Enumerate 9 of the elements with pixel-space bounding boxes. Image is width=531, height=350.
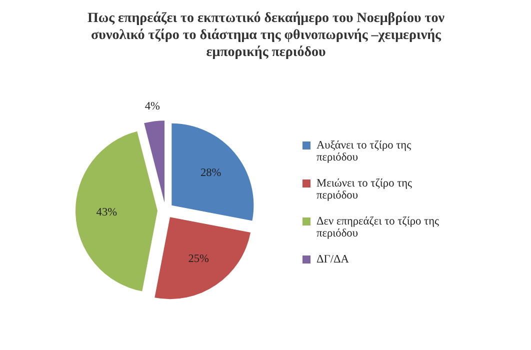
legend-label: Μειώνει το τζίρο της περιόδου — [316, 178, 413, 202]
legend-label: ΔΓ/ΔΑ — [316, 254, 350, 266]
data-label: 4% — [144, 100, 160, 113]
legend-label: Δεν επηρεάζει το τζίρο της περιόδου — [316, 216, 440, 240]
data-label: 43% — [96, 206, 118, 218]
chart-title: Πως επηρεάζει το εκπτωτικό δεκαήμερο του Νοεμβρίου τον συνολικό τζίρο το διάστημα της φθινοπωρινής –χειμερινής εμπορικής περιόδου — [88, 11, 446, 60]
data-label: 28% — [200, 166, 222, 179]
data-label: 25% — [188, 253, 210, 266]
legend-label: Αυξάνει το τζίρο της περιόδου — [316, 140, 412, 164]
